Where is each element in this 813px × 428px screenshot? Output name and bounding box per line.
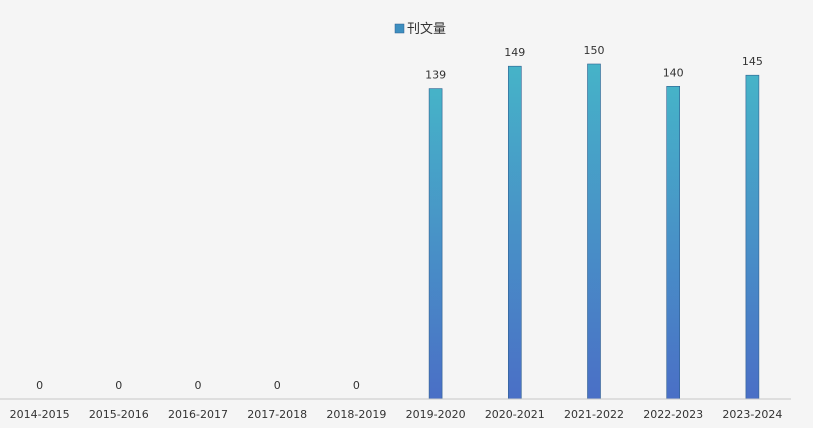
x-tick-label-2015-2016: 2015-2016: [89, 408, 149, 421]
legend-label: 刊文量: [407, 22, 446, 37]
data-label-2021-2022: 150: [584, 44, 605, 57]
x-tick-label-2014-2015: 2014-2015: [10, 408, 70, 421]
data-label-2017-2018: 0: [274, 379, 281, 392]
data-label-2015-2016: 0: [115, 379, 122, 392]
x-tick-label-2020-2021: 2020-2021: [485, 408, 545, 421]
legend: 刊文量: [394, 22, 446, 37]
x-tick-label-2019-2020: 2019-2020: [406, 408, 466, 421]
data-label-2019-2020: 139: [425, 69, 446, 82]
data-label-2022-2023: 140: [663, 66, 684, 79]
x-tick-label-2022-2023: 2022-2023: [643, 408, 703, 421]
data-label-2023-2024: 145: [742, 55, 763, 68]
x-tick-label-2017-2018: 2017-2018: [247, 408, 307, 421]
data-label-2018-2019: 0: [353, 379, 360, 392]
bar-2019-2020: [428, 88, 443, 400]
x-tick-label-2016-2017: 2016-2017: [168, 408, 228, 421]
data-label-2020-2021: 149: [504, 46, 525, 59]
x-tick-label-2018-2019: 2018-2019: [326, 408, 386, 421]
bars-group: [428, 63, 760, 400]
bar-2020-2021: [507, 65, 522, 400]
data-labels-group: 0 0 0 0 0 139 149 150 140 145: [36, 44, 763, 392]
x-tick-labels: 2014-2015 2015-2016 2016-2017 2017-2018 2018…: [10, 408, 783, 421]
bar-2023-2024: [745, 74, 760, 400]
x-tick-label-2021-2022: 2021-2022: [564, 408, 624, 421]
bar-2021-2022: [587, 63, 601, 400]
bar-2022-2023: [666, 86, 681, 400]
x-tick-label-2023-2024: 2023-2024: [722, 408, 782, 421]
data-label-2014-2015: 0: [36, 379, 43, 392]
legend-swatch: [394, 23, 405, 34]
data-label-2016-2017: 0: [195, 379, 202, 392]
